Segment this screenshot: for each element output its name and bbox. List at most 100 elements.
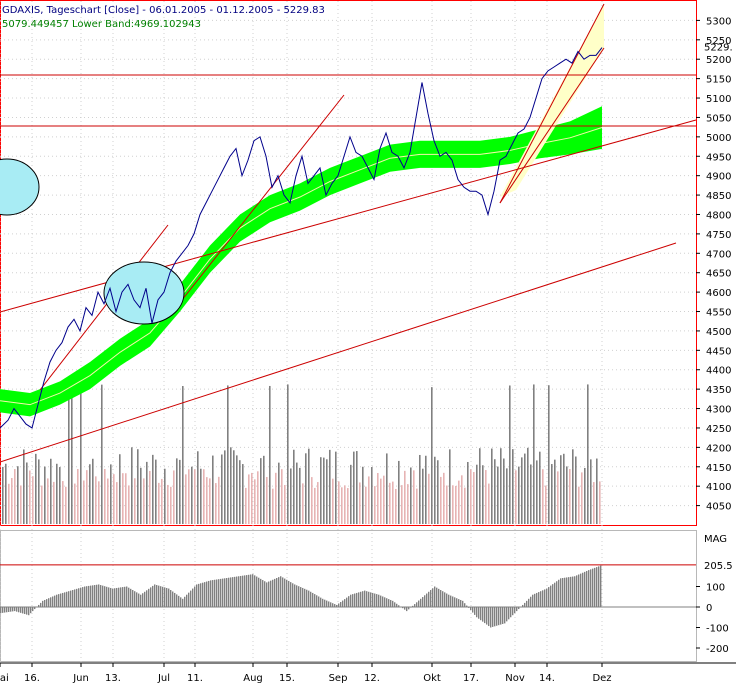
volume-bar: [524, 453, 526, 524]
mag-bar: [344, 599, 346, 607]
mag-bar: [290, 582, 292, 607]
mag-bar: [448, 594, 450, 607]
mag-bar: [480, 607, 482, 621]
y-tick-label: 4150: [706, 463, 731, 474]
mag-bar: [324, 599, 326, 607]
x-tick-label: 17.: [463, 673, 479, 684]
volume-bar: [215, 483, 217, 524]
volume-bar: [329, 449, 331, 524]
mag-bar: [368, 591, 370, 607]
mag-bar: [242, 575, 244, 607]
volume-bar: [335, 451, 337, 524]
mag-last-value-label: 205.5: [704, 561, 733, 572]
volume-bar: [230, 447, 232, 524]
mag-bar: [400, 606, 402, 608]
mag-bar: [64, 592, 66, 607]
mag-bar: [76, 588, 78, 607]
y-tick-label: 4300: [706, 405, 731, 416]
mag-bar: [350, 594, 352, 607]
mag-bar: [516, 607, 518, 612]
y-tick-label: 4950: [706, 152, 731, 163]
volume-bar: [32, 476, 34, 524]
mag-bar: [24, 607, 26, 615]
highlight-circle: [0, 158, 40, 216]
mag-bar: [264, 581, 266, 607]
mag-bar: [586, 570, 588, 607]
volume-bar: [371, 467, 373, 524]
volume-bar: [413, 470, 415, 524]
mag-bar: [152, 585, 154, 607]
volume-bar: [320, 457, 322, 524]
mag-bar: [508, 607, 510, 620]
mag-bar: [2, 607, 4, 613]
volume-bar: [356, 451, 358, 524]
volume-bars: [2, 384, 601, 524]
mag-bar: [450, 595, 452, 607]
mag-bar: [66, 591, 68, 607]
mag-bar: [94, 585, 96, 607]
price-series: [0, 47, 603, 429]
mag-bar: [438, 588, 440, 607]
mag-bar: [200, 583, 202, 607]
mag-bar: [334, 604, 336, 607]
price-line: [0, 47, 603, 429]
mag-bar: [186, 594, 188, 607]
volume-bar: [503, 458, 505, 524]
volume-bar: [47, 478, 49, 524]
volume-bar: [197, 451, 199, 524]
volume-bar: [233, 450, 235, 524]
mag-bar: [442, 591, 444, 607]
mag-bar: [168, 588, 170, 607]
volume-bar: [152, 454, 154, 524]
volume-bar: [506, 468, 508, 524]
mag-bar: [390, 599, 392, 607]
mag-bar: [74, 589, 76, 607]
x-tick-label: 12.: [364, 673, 380, 684]
volume-bar: [398, 460, 400, 524]
mag-bar: [492, 607, 494, 627]
mag-bar: [196, 584, 198, 607]
mag-bar: [154, 584, 156, 607]
mag-bar: [86, 586, 88, 607]
x-tick-label: 16.: [24, 673, 40, 684]
long-trend-line: [0, 242, 677, 463]
mag-bar: [406, 607, 408, 612]
mag-bar: [60, 593, 62, 607]
mag-bar: [384, 597, 386, 607]
mag-bar: [40, 602, 42, 607]
mag-bar: [164, 587, 166, 607]
volume-bar: [293, 449, 295, 524]
x-tick-label: 13.: [105, 673, 121, 684]
mag-bar: [6, 607, 8, 613]
volume-bar: [173, 470, 175, 524]
mag-bar: [470, 607, 472, 611]
mag-bar: [600, 565, 602, 607]
mag-bar: [90, 585, 92, 607]
mag-bar: [300, 587, 302, 607]
mag-label: MAG: [704, 534, 727, 545]
volume-bar: [71, 385, 73, 524]
volume-bar: [182, 386, 184, 524]
mag-bar: [484, 607, 486, 624]
volume-bar: [266, 476, 268, 524]
volume-bar: [332, 478, 334, 524]
volume-bar: [536, 460, 538, 524]
x-tick-label: Nov: [505, 673, 525, 684]
volume-bar: [227, 385, 229, 524]
mag-bar: [206, 581, 208, 607]
mag-bar: [252, 574, 254, 607]
volume-bar: [488, 483, 490, 524]
mag-bar: [52, 596, 54, 607]
volume-bar: [2, 466, 4, 524]
mag-bar: [504, 607, 506, 624]
volume-bar: [83, 480, 85, 524]
mag-bar: [276, 578, 278, 607]
volume-bar: [347, 488, 349, 524]
y-tick-label: 4750: [706, 230, 731, 241]
mag-bar: [570, 576, 572, 607]
mag-bar: [540, 591, 542, 607]
mag-bar: [378, 594, 380, 607]
volume-bar: [431, 387, 433, 524]
mag-bar: [530, 596, 532, 607]
bollinger-band: [0, 106, 603, 417]
